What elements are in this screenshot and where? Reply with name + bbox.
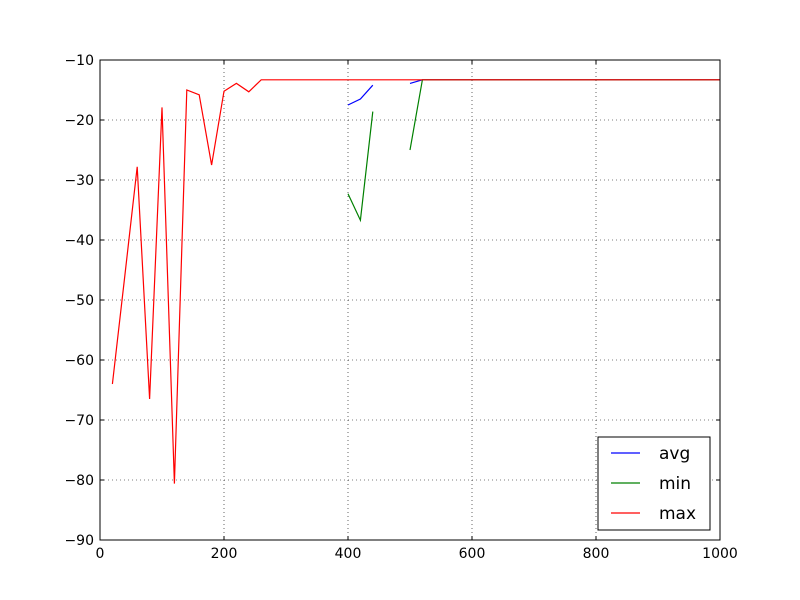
- series-lines: [111, 79, 720, 484]
- x-tick-label: 600: [459, 546, 486, 562]
- y-tick-label: −90: [64, 533, 94, 549]
- x-tick-label: 800: [583, 546, 610, 562]
- x-tick-label: 200: [211, 546, 238, 562]
- axis-ticks: 0 200 400 600 800 1000 −90 −80 −70 −60 −50 −40 −30 −2…: [64, 53, 737, 562]
- x-tick-label: 1000: [702, 546, 738, 562]
- y-tick-label: −50: [64, 293, 94, 309]
- y-tick-label: −80: [64, 473, 94, 489]
- x-tick-label: 0: [96, 546, 105, 562]
- legend-label-max: max: [659, 504, 696, 524]
- series-line-min: [347, 111, 374, 223]
- y-tick-label: −30: [64, 173, 94, 189]
- x-tick-label: 400: [335, 546, 362, 562]
- y-tick-label: −10: [64, 53, 94, 69]
- y-tick-label: −20: [64, 113, 94, 129]
- legend-label-avg: avg: [659, 444, 690, 464]
- series-line-avg: [347, 84, 374, 106]
- series-line-max: [111, 79, 720, 484]
- legend-label-min: min: [659, 474, 691, 494]
- y-tick-label: −40: [64, 233, 94, 249]
- y-tick-label: −70: [64, 413, 94, 429]
- y-tick-label: −60: [64, 353, 94, 369]
- legend: avg min max: [597, 436, 711, 531]
